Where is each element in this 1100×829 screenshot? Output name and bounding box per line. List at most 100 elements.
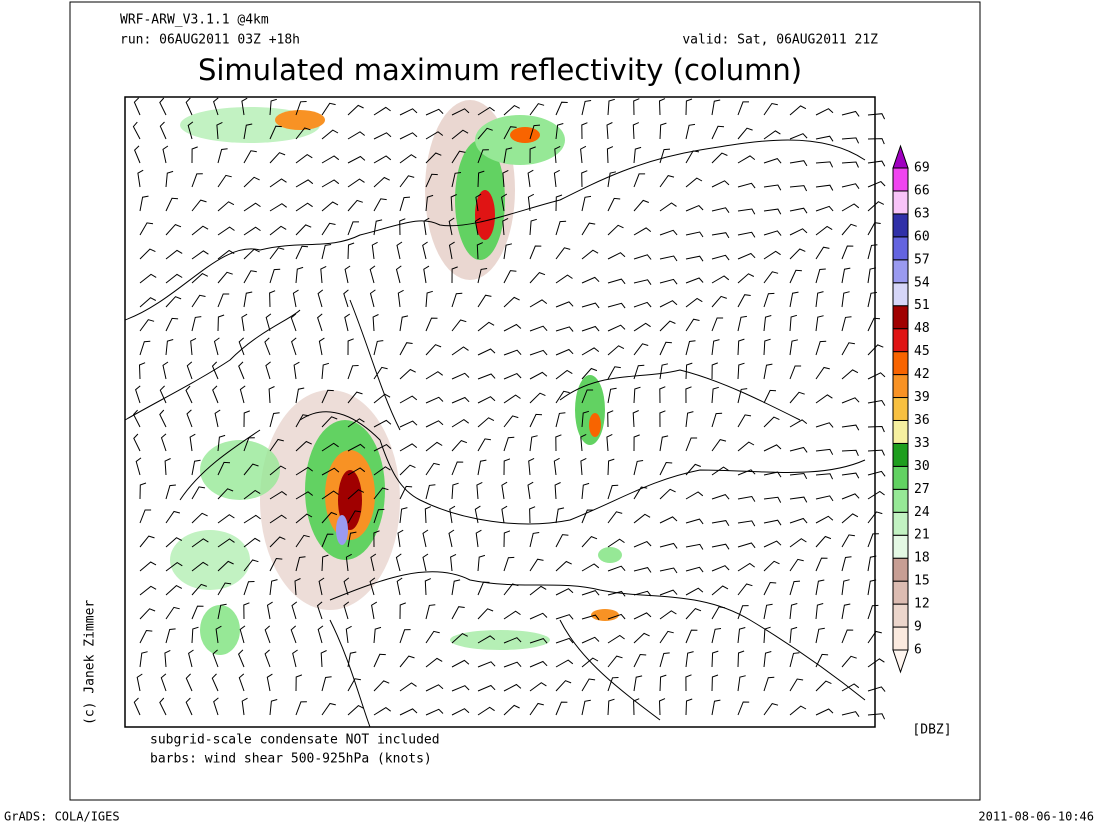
colorbar-box: [892, 419, 909, 444]
wind-barb: [711, 543, 730, 550]
wind-barb: [449, 505, 456, 524]
colorbar: 6912151821242730333639424548515457606366…: [892, 144, 930, 674]
wind-barb: [425, 173, 438, 188]
wind-barb: [763, 496, 782, 503]
wind-barb: [659, 461, 673, 476]
wind-barb: [133, 433, 141, 452]
wind-barb: [477, 373, 496, 380]
wind-barb: [789, 580, 801, 596]
wind-barb: [581, 302, 600, 309]
wind-barb: [321, 102, 336, 116]
wind-barb: [188, 649, 194, 668]
colorbar-box: [892, 259, 909, 284]
wind-barb: [685, 698, 693, 716]
wind-barb: [581, 222, 596, 236]
wind-barb: [763, 389, 777, 404]
wind-barb: [815, 557, 828, 572]
wind-barb: [659, 488, 676, 500]
wind-barb: [321, 533, 334, 548]
wind-barb: [685, 98, 693, 116]
wind-barb: [580, 457, 587, 476]
wind-barb: [529, 558, 544, 572]
wind-barb: [370, 553, 377, 572]
colorbar-box: [892, 328, 909, 353]
wind-barb: [451, 292, 463, 308]
wind-barb: [371, 241, 378, 260]
wind-barb: [815, 205, 834, 212]
map: [124, 96, 886, 728]
wind-barb: [737, 294, 751, 308]
wind-barb: [555, 507, 565, 524]
wind-barb: [867, 317, 881, 332]
wind-barb: [139, 297, 157, 308]
wind-barb: [425, 462, 440, 476]
wind-barb: [554, 145, 561, 164]
wind-barb: [477, 706, 495, 716]
wind-barb: [867, 372, 886, 380]
wind-barb: [269, 438, 284, 452]
colorbar-box: [892, 190, 909, 215]
wind-barb: [217, 226, 235, 236]
wind-barb: [553, 169, 560, 188]
wind-barb: [159, 121, 167, 140]
wind-barb: [451, 150, 466, 164]
wind-barb: [555, 326, 574, 332]
run: run: 06AUG2011 03Z +18h: [120, 33, 300, 48]
wind-barb: [477, 459, 487, 476]
wind-barb: [789, 652, 800, 668]
wind-barb: [239, 385, 246, 404]
wind-barb: [503, 126, 517, 140]
wind-barb: [132, 121, 141, 140]
wind-barb: [581, 347, 600, 356]
wind-barb: [554, 482, 561, 500]
wind-barb: [451, 461, 464, 476]
wind-barb: [165, 296, 182, 308]
wind-barb: [373, 198, 387, 212]
wind-barb: [448, 217, 455, 236]
wind-barb: [633, 541, 652, 548]
wind-barb: [217, 148, 228, 164]
wind-barb: [581, 657, 599, 668]
wind-barb: [503, 661, 522, 668]
wind-barb: [344, 265, 351, 284]
wind-barb: [165, 537, 183, 548]
wind-barb: [867, 160, 886, 167]
wind-barb: [399, 132, 418, 140]
wind-barb: [607, 677, 619, 692]
wind-barb: [633, 254, 652, 260]
wind-barb: [711, 295, 727, 308]
wind-barb: [581, 170, 588, 188]
wind-barb: [474, 505, 481, 524]
wind-barb: [711, 565, 730, 572]
wind-barb: [841, 683, 860, 692]
wind-barb: [555, 194, 563, 212]
wind-barb: [633, 698, 640, 716]
wind-barb: [555, 101, 568, 116]
wind-barb: [477, 661, 496, 668]
wind-barb: [211, 361, 219, 380]
wind-barb: [451, 579, 461, 596]
wind-barb: [451, 606, 465, 620]
wind-barb: [321, 201, 339, 212]
wind-barb: [581, 614, 600, 621]
wind-barb: [477, 294, 492, 308]
wind-barb: [789, 626, 798, 644]
wind-barb: [529, 218, 537, 236]
wind-barb: [529, 103, 545, 116]
wind-barb: [139, 585, 157, 596]
wind-barb: [841, 493, 860, 500]
wind-barb: [266, 601, 273, 620]
wind-barb: [659, 202, 677, 212]
wind-barb: [373, 419, 392, 428]
wind-barb: [373, 443, 392, 452]
wind-barb: [580, 433, 587, 452]
wind-barb: [763, 130, 781, 140]
wind-barb: [841, 711, 860, 717]
wind-barb: [165, 197, 179, 212]
wind-barb: [867, 138, 885, 145]
wind-barb: [373, 366, 388, 380]
wind-barb: [451, 482, 459, 500]
colorbar-box: [892, 580, 909, 605]
wind-barb: [135, 457, 142, 476]
wind-barb: [633, 486, 648, 500]
